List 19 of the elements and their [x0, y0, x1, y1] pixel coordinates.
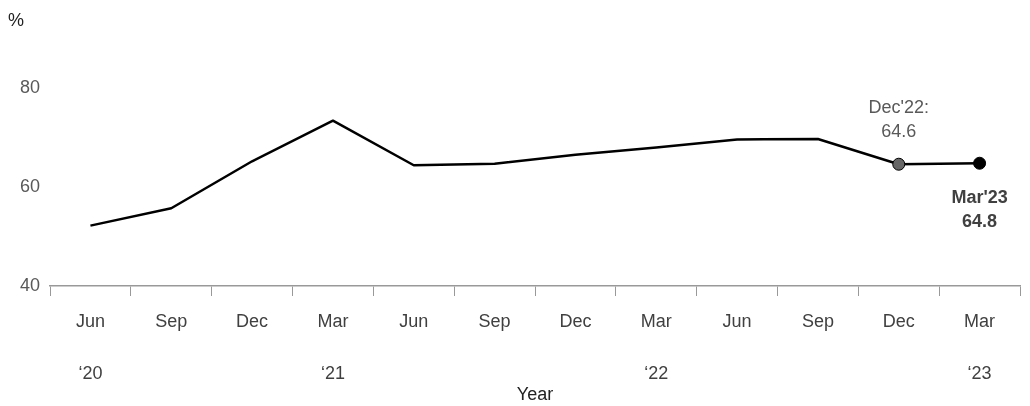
x-tick-label: Sep	[155, 311, 188, 332]
x-tick-label: Dec	[236, 311, 269, 332]
category-label: Mar ‘23	[964, 311, 996, 384]
x-tick-label: Sep	[801, 311, 834, 332]
y-axis-title: %	[8, 10, 25, 31]
data-label: Dec'22: 64.6	[868, 97, 929, 142]
y-tick-label: 60	[19, 175, 41, 196]
x-axis-title: Year	[516, 384, 554, 405]
y-tick-label: 80	[19, 76, 41, 97]
x-tick-label: Dec	[559, 311, 592, 332]
category-label: Mar ‘21	[317, 311, 349, 384]
data-label: Mar'23 64.8	[951, 187, 1008, 232]
category-label: Jun ‘20	[75, 311, 105, 384]
x-tick-label: Jun	[722, 311, 752, 332]
category-label: Mar ‘22	[640, 311, 672, 384]
x-tick-label: Sep	[478, 311, 511, 332]
y-tick-label: 40	[19, 274, 41, 295]
x-tick-label: Dec	[882, 311, 915, 332]
x-tick-label: Jun	[399, 311, 429, 332]
